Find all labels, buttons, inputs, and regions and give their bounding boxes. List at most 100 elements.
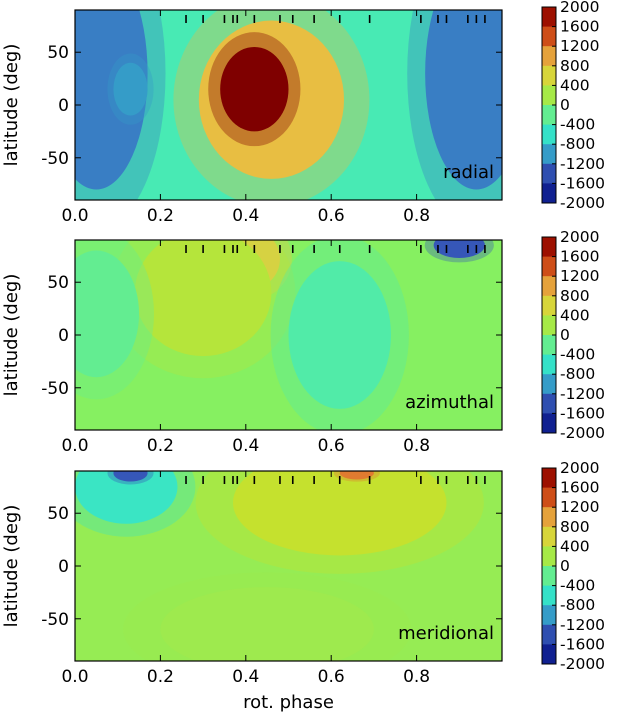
map-feature (113, 471, 148, 482)
y-axis-title: latitude (deg) (1, 44, 22, 167)
x-tick-label: 0.8 (403, 667, 430, 687)
colorbar-band (542, 354, 556, 375)
colorbar-tick-label: 0 (560, 96, 570, 114)
x-tick-label: 0.2 (147, 436, 174, 456)
y-tick-label: 0 (58, 96, 69, 116)
colorbar-tick-label: 0 (560, 557, 570, 575)
colorbar-band (542, 315, 556, 336)
colorbar-band (542, 295, 556, 316)
colorbar-band (542, 46, 556, 67)
colorbar-band (542, 585, 556, 606)
colorbar-tick-label: -1200 (560, 385, 605, 403)
x-tick-label: 0.6 (318, 436, 345, 456)
map-feature (160, 587, 374, 661)
colorbar-band (542, 526, 556, 547)
colorbar-tick-label: 1600 (560, 248, 599, 266)
y-tick-label: -50 (41, 610, 69, 630)
colorbar-band (542, 183, 556, 204)
panel-label: radial (443, 162, 494, 183)
colorbar-tick-label: 400 (560, 306, 590, 324)
colorbar-tick-label: 800 (560, 287, 590, 305)
map-feature (220, 46, 289, 132)
map-feature (425, 10, 502, 190)
colorbar-tick-label: 1200 (560, 37, 599, 55)
colorbar-tick-label: -1600 (560, 174, 605, 192)
y-tick-label: 50 (47, 504, 69, 524)
panel-meridional: 0.0 0.2 0.4 0.6 0.8 50 0 -50 latitude (deg) merid… (1, 459, 605, 713)
map-feature (134, 240, 272, 357)
panel-label: meridional (398, 623, 494, 644)
colorbar-tick-label: -400 (560, 577, 595, 595)
x-tick-label: 0.4 (232, 667, 259, 687)
x-tick-label: 0.6 (318, 206, 345, 226)
x-tick-label: 0.8 (403, 436, 430, 456)
colorbar-tick-label: -400 (560, 116, 595, 134)
y-tick-label: -50 (41, 379, 69, 399)
y-axis-title: latitude (deg) (1, 274, 22, 397)
colorbar-tick-label: -1200 (560, 616, 605, 634)
map-feature (288, 261, 391, 409)
y-axis-title: latitude (deg) (1, 505, 22, 628)
colorbar-band (542, 256, 556, 277)
colorbar-band (542, 85, 556, 106)
map-feature (339, 471, 374, 480)
map-feature (113, 62, 148, 116)
colorbar-band (542, 124, 556, 145)
colorbar-band (542, 276, 556, 297)
colorbar-band (542, 487, 556, 508)
colorbar-band (542, 413, 556, 434)
colorbar-band (542, 624, 556, 645)
colorbar-tick-label: -800 (560, 135, 595, 153)
colorbar-band (542, 335, 556, 356)
x-tick-label: 0.2 (147, 667, 174, 687)
colorbar-tick-label: 2000 (560, 228, 599, 246)
x-tick-label: 0.4 (232, 436, 259, 456)
x-tick-label: 0.0 (61, 436, 88, 456)
colorbar-band (542, 374, 556, 395)
colorbar-tick-label: 800 (560, 57, 590, 75)
colorbar-tick-label: 1600 (560, 479, 599, 497)
x-tick-label: 0.0 (61, 667, 88, 687)
colorbar-band (542, 237, 556, 258)
colorbar-tick-label: -2000 (560, 194, 605, 212)
colorbar-tick-label: 400 (560, 537, 590, 555)
x-tick-label: 0.6 (318, 667, 345, 687)
map-feature (433, 240, 485, 258)
colorbar-tick-label: -1600 (560, 404, 605, 422)
map-feature (75, 250, 140, 378)
x-tick-label: 0.2 (147, 206, 174, 226)
map-azimuthal (75, 240, 502, 430)
colorbar-band (542, 546, 556, 567)
colorbar-band (542, 26, 556, 47)
x-tick-label: 0.8 (403, 206, 430, 226)
colorbar-tick-label: 2000 (560, 459, 599, 477)
colorbar-tick-label: -2000 (560, 424, 605, 442)
panel-azimuthal: 0.0 0.2 0.4 0.6 0.8 50 0 -50 latitude (deg) azimu… (1, 228, 605, 456)
colorbar-band (542, 468, 556, 489)
y-tick-label: 0 (58, 326, 69, 346)
map-radial (75, 10, 502, 200)
colorbar-tick-label: 2000 (560, 0, 599, 16)
colorbar-tick-label: 1200 (560, 267, 599, 285)
colorbar-tick-label: -1200 (560, 155, 605, 173)
map-feature (233, 471, 447, 556)
colorbar-tick-label: -1600 (560, 635, 605, 653)
panel-label: azimuthal (405, 392, 494, 413)
y-tick-label: -50 (41, 149, 69, 169)
colorbar-band (542, 163, 556, 184)
y-tick-label: 50 (47, 43, 69, 63)
colorbar-band (542, 644, 556, 665)
colorbar-band (542, 144, 556, 165)
colorbar-tick-label: -800 (560, 365, 595, 383)
x-tick-label: 0.4 (232, 206, 259, 226)
x-axis-title: rot. phase (243, 692, 334, 713)
colorbar-band (542, 605, 556, 626)
x-tick-label: 0.0 (61, 206, 88, 226)
colorbar-band (542, 65, 556, 86)
colorbar-band (542, 507, 556, 528)
map-feature (75, 10, 148, 190)
